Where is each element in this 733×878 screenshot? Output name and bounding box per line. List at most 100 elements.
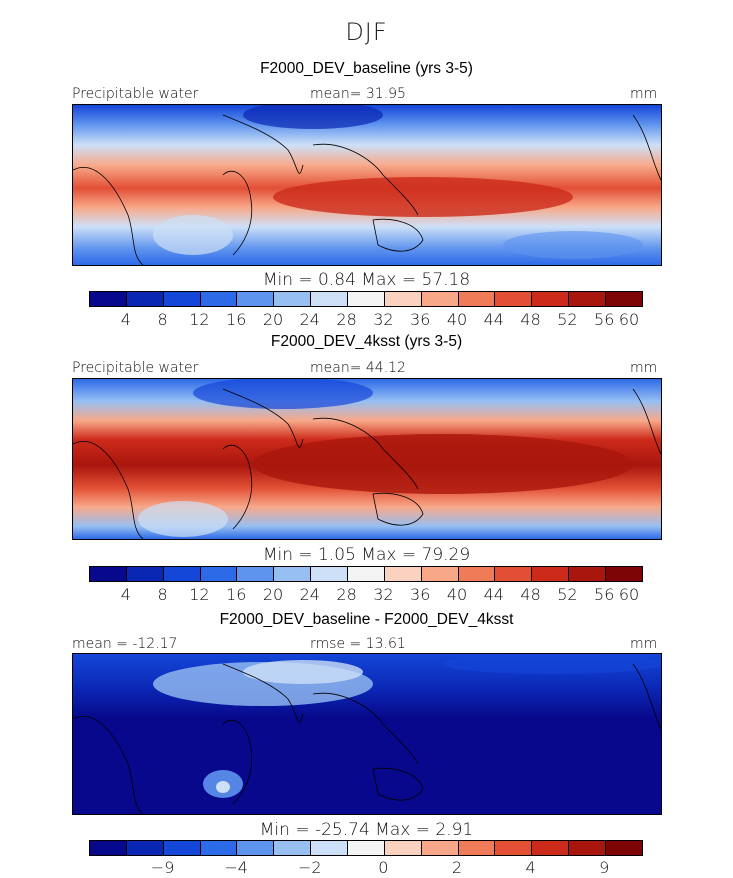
panel3-minmax: Min = -25.74 Max = 2.91 [259,820,474,840]
colorbar-cell [163,841,201,855]
colorbar-cell [458,292,496,306]
panel1-units-label: mm [630,86,658,102]
panel1-title: F2000_DEV_baseline (yrs 3-5) [260,60,473,77]
panel3-units-label: mm [630,636,658,652]
colorbar-cell [384,292,422,306]
colorbar-tick-label: 12 [189,310,210,329]
panel3-rmse-label: rmse = 13.61 [310,636,406,652]
colorbar-tick-label: 8 [157,585,168,604]
panel1-minmax: Min = 0.84 Max = 57.18 [262,270,471,290]
panel2-field-label: Precipitable water [72,360,199,376]
colorbar-cell [126,292,164,306]
colorbar-cell [274,841,312,855]
colorbar-cell [495,292,533,306]
colorbar-cell [569,841,607,855]
colorbar-cell [163,567,201,581]
colorbar-cell [274,567,312,581]
colorbar-tick-label: 24 [299,585,320,604]
colorbar-cell [200,567,238,581]
colorbar-cell [421,841,459,855]
colorbar-tick-label: 40 [446,310,468,329]
panel3-title: F2000_DEV_baseline - F2000_DEV_4ksst [219,611,514,628]
colorbar-tick-label: 36 [410,310,431,329]
colorbar-tick-label: 28 [336,310,357,329]
colorbar-cell [200,841,238,855]
colorbar-cell [421,567,459,581]
colorbar-cell [532,567,570,581]
colorbar-tick-label: 60 [618,310,640,329]
colorbar-tick-label: 8 [157,310,168,329]
colorbar-tick-label: 32 [373,585,394,604]
colorbar-tick-label: 20 [262,310,284,329]
colorbar-cell [532,841,570,855]
colorbar-tick-label: 48 [520,310,541,329]
panel1-map [72,104,662,266]
panel1-field-label: Precipitable water [72,86,199,102]
colorbar-cell [311,567,349,581]
colorbar-tick-label: 56 [594,585,615,604]
colorbar-cell [458,567,496,581]
panel1-colorbar-ticks: 4 8 12 16 20 24 28 32 36 40 44 48 52 56 60 [89,310,641,329]
colorbar-tick-label: 56 [594,310,615,329]
colorbar-tick-label: 40 [446,585,468,604]
colorbar-tick-label: −2 [298,858,322,877]
panel2-title: F2000_DEV_4ksst (yrs 3-5) [270,333,463,350]
colorbar-cell [311,292,349,306]
colorbar-tick-label: −9 [150,858,175,877]
colorbar-cell [495,841,533,855]
colorbar-cell [90,841,127,855]
colorbar-tick-label: 28 [336,585,357,604]
panel1-mean-label: mean= 31.95 [310,86,406,102]
colorbar-cell [311,841,349,855]
colorbar-cell [384,841,422,855]
colorbar-cell [384,567,422,581]
colorbar-tick-label: 52 [557,585,578,604]
panel2-map [72,378,662,540]
colorbar-cell [126,567,164,581]
colorbar-cell [90,567,127,581]
colorbar-tick-label: 20 [262,585,284,604]
colorbar-cell [606,567,642,581]
colorbar-cell [458,841,496,855]
colorbar-tick-label: −4 [224,858,248,877]
panel3-mean-label: mean = -12.17 [72,636,178,652]
panel2-mean-label: mean= 44.12 [310,360,406,376]
colorbar-tick-label: 9 [599,858,610,877]
panel2-minmax: Min = 1.05 Max = 79.29 [262,545,471,565]
colorbar-cell [348,841,385,855]
colorbar-cell [237,292,275,306]
colorbar-tick-label: 16 [226,585,247,604]
panel3-map [72,653,662,815]
colorbar-tick-label: 44 [483,585,504,604]
colorbar-cell [348,567,385,581]
colorbar-cell [569,567,607,581]
colorbar-tick-label: 44 [483,310,504,329]
colorbar-cell [569,292,607,306]
panel2-colorbar-ticks: 4 8 12 16 20 24 28 32 36 40 44 48 52 56 60 [89,585,641,604]
colorbar-tick-label: 4 [120,310,131,329]
colorbar-tick-label: 24 [299,310,320,329]
panel2-colorbar [89,566,643,582]
colorbar-cell [606,292,642,306]
colorbar-cell [495,567,533,581]
colorbar-tick-label: 36 [410,585,431,604]
colorbar-cell [237,567,275,581]
colorbar-tick-label: 2 [451,858,463,877]
colorbar-cell [421,292,459,306]
colorbar-tick-label: 16 [226,310,247,329]
colorbar-cell [274,292,312,306]
colorbar-cell [200,292,238,306]
colorbar-tick-label: 4 [120,585,131,604]
colorbar-cell [126,841,164,855]
colorbar-tick-label: 0 [378,858,389,877]
colorbar-tick-label: 4 [525,858,536,877]
panel2-units-label: mm [630,360,658,376]
colorbar-tick-label: 32 [373,310,394,329]
colorbar-cell [237,841,275,855]
panel1-colorbar [89,291,643,307]
colorbar-cell [348,292,385,306]
season-title: DJF [345,18,388,46]
colorbar-tick-label: 60 [618,585,640,604]
colorbar-cell [606,841,642,855]
colorbar-tick-label: 48 [520,585,541,604]
